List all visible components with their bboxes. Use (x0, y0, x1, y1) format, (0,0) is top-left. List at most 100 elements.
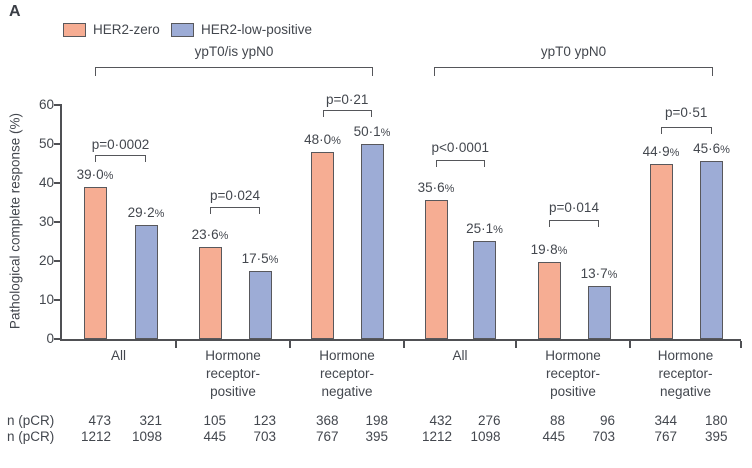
p-value-label: p=0·014 (549, 200, 599, 215)
bar-her2-low-positive (700, 161, 723, 339)
bar-value-label: 25·1% (466, 221, 503, 237)
table-cell: 445 (542, 429, 565, 444)
bar-value-label: 23·6% (191, 226, 229, 242)
y-axis-tick (54, 221, 60, 223)
table-cell: 96 (599, 413, 615, 428)
y-axis-tick-label: 20 (38, 253, 54, 268)
y-axis-tick (54, 299, 60, 301)
p-value-bracket (436, 160, 485, 167)
bar-value-label: 19·8% (530, 241, 568, 257)
bar-her2-low-positive (587, 285, 611, 339)
table-cell: 276 (477, 413, 501, 428)
p-value-bracket (210, 207, 260, 214)
legend-label-her2-low-positive: HER2-low-positive (201, 22, 313, 37)
legend-swatch-her2-low-positive (171, 22, 194, 37)
bar-her2-zero (83, 186, 107, 339)
x-axis-tick (740, 341, 742, 348)
bar-her2-low-positive (248, 270, 272, 339)
group-header: ypT0/is ypN0 (194, 44, 274, 59)
table-cell: 1212 (80, 429, 111, 444)
bar-her2-low-positive (134, 225, 158, 339)
bar-her2-zero (649, 163, 673, 339)
x-axis-tick (629, 341, 631, 348)
p-value-label: p<0·0001 (431, 140, 489, 155)
bar-value-label: 44·9% (642, 143, 680, 159)
table-cell: 198 (365, 413, 388, 428)
bar-value-label: 45·6% (693, 141, 730, 157)
y-axis-tick-label: 30 (38, 214, 54, 229)
table-cell: 767 (315, 429, 339, 444)
y-axis-line (59, 104, 62, 341)
panel-label: A (9, 3, 21, 20)
p-value-label: p=0·024 (210, 188, 260, 203)
table-cell: 1212 (421, 429, 452, 444)
bar-value-label: 50·1% (353, 123, 391, 139)
y-axis-tick-label: 50 (38, 136, 54, 151)
y-axis-tick-label: 40 (38, 175, 54, 190)
table-cell: 180 (704, 413, 728, 428)
group-bracket (95, 67, 373, 76)
bar-value-label: 13·7% (580, 265, 618, 281)
category-label: Hormone receptor-positive (205, 348, 261, 399)
bar-value-label: 39·0% (76, 166, 114, 182)
p-value-bracket (322, 110, 372, 117)
group-header: ypT0 ypN0 (540, 44, 607, 59)
table-cell: 123 (253, 413, 276, 428)
category-label: All (110, 348, 126, 363)
p-value-label: p=0·0002 (91, 137, 150, 152)
y-axis-tick-label: 0 (46, 331, 54, 346)
x-axis-tick (403, 341, 405, 348)
bar-value-label: 29·2% (127, 205, 165, 221)
table-cell: 88 (549, 413, 565, 428)
legend-swatch-her2-zero (63, 22, 86, 37)
table-cell: 105 (203, 413, 226, 428)
y-axis-tick (54, 104, 60, 106)
bar-her2-zero (311, 151, 334, 339)
p-value-label: p=0·51 (665, 105, 708, 120)
p-value-bracket (95, 155, 146, 162)
bar-her2-low-positive (473, 241, 496, 339)
table-row-label: n (pCR) (7, 429, 55, 444)
bar-value-label: 35·6% (417, 180, 455, 196)
y-axis-tick-label: 60 (38, 97, 54, 112)
p-value-bracket (549, 220, 599, 227)
bar-value-label: 17·5% (241, 250, 279, 266)
category-label: Hormone receptor-negative (657, 348, 714, 399)
y-axis-tick (54, 260, 60, 262)
table-cell: 395 (365, 429, 388, 444)
bar-her2-zero (198, 246, 222, 339)
table-cell: 395 (704, 429, 728, 444)
category-label: Hormone receptor-negative (319, 348, 375, 399)
bar-value-label: 48·0% (304, 131, 341, 147)
group-bracket (434, 67, 713, 76)
category-label: All (452, 348, 468, 363)
table-cell: 1098 (470, 429, 501, 444)
y-axis-tick (54, 143, 60, 145)
table-cell: 473 (88, 413, 111, 428)
y-axis-tick (54, 338, 60, 340)
x-axis-tick (175, 341, 177, 348)
table-cell: 321 (139, 413, 162, 428)
y-axis-tick (54, 182, 60, 184)
table-row-label: n (pCR) (7, 413, 55, 428)
table-cell: 1098 (131, 429, 162, 444)
legend-item-her2-low-positive: HER2-low-positive (171, 22, 312, 37)
y-axis-tick-label: 10 (38, 292, 54, 307)
x-axis-tick (515, 341, 517, 348)
x-axis-line (59, 339, 741, 341)
p-value-bracket (661, 127, 712, 134)
table-cell: 432 (429, 413, 452, 428)
x-axis-tick (289, 341, 291, 348)
p-value-label: p=0·21 (326, 92, 369, 107)
table-cell: 445 (203, 429, 226, 444)
legend-label-her2-zero: HER2-zero (93, 22, 160, 37)
legend-item-her2-zero: HER2-zero (63, 22, 160, 37)
table-cell: 368 (315, 413, 339, 428)
table-cell: 767 (654, 429, 677, 444)
bar-her2-low-positive (360, 143, 384, 339)
bar-her2-zero (424, 200, 448, 339)
bar-her2-zero (537, 261, 561, 339)
table-cell: 703 (592, 429, 615, 444)
